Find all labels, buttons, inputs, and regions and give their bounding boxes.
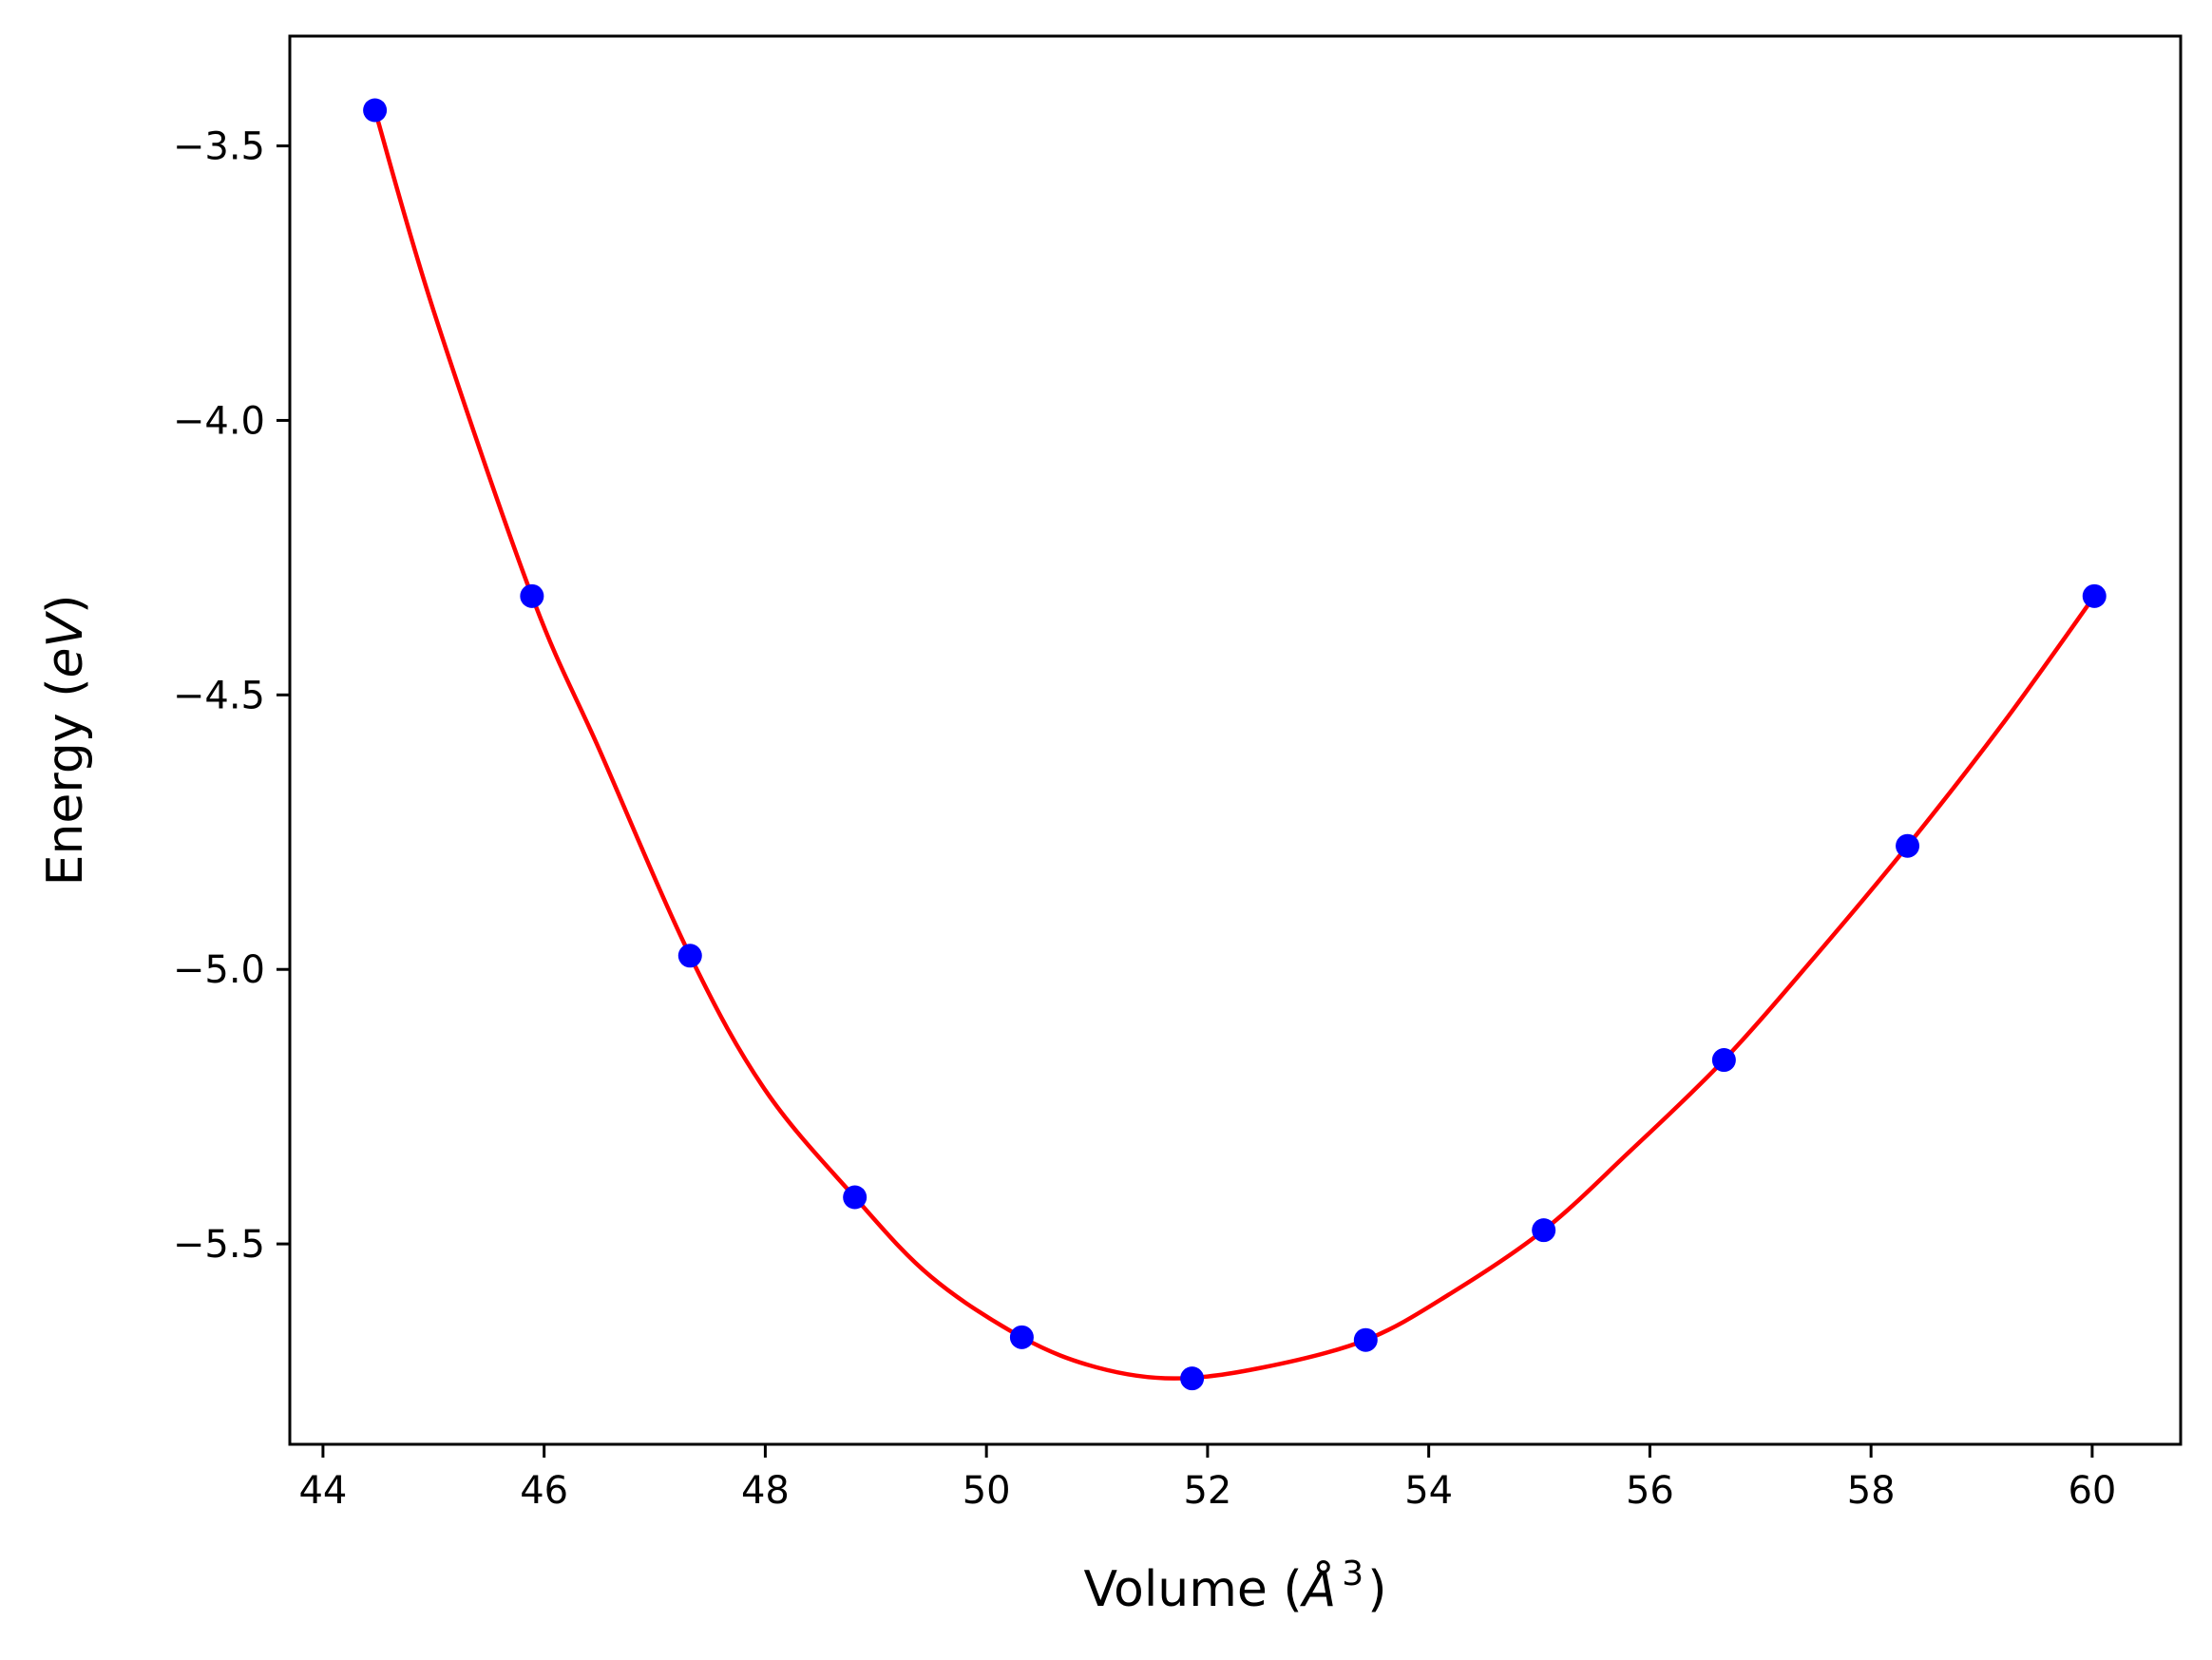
data-point <box>363 98 388 123</box>
x-tick-label: 46 <box>520 1469 568 1513</box>
fit-curve <box>372 109 2097 1381</box>
x-axis-ticks: 44 46 48 50 52 54 56 58 60 <box>298 1444 2116 1513</box>
y-axis-ticks: −3.5 −4.0 −4.5 −5.0 −5.5 <box>173 125 290 1267</box>
data-point <box>1711 1048 1736 1073</box>
x-tick-label: 50 <box>963 1469 1011 1513</box>
y-tick-label: −5.5 <box>173 1223 265 1267</box>
y-tick-label: −4.5 <box>173 674 265 717</box>
y-tick-label: −3.5 <box>173 125 265 169</box>
x-tick-label: 56 <box>1626 1469 1674 1513</box>
plot-area <box>363 98 2107 1391</box>
y-tick-label: −4.0 <box>173 399 265 443</box>
y-axis-label-text: Energy ( <box>37 678 94 887</box>
data-point <box>2082 583 2107 608</box>
x-axis-label-exponent: 3 <box>1342 1555 1363 1593</box>
x-tick-label: 60 <box>2068 1469 2116 1513</box>
x-axis-label-close: ) <box>1367 1561 1386 1618</box>
x-axis-label-text: Volume ( <box>1084 1561 1303 1618</box>
x-tick-label: 58 <box>1847 1469 1896 1513</box>
data-point <box>843 1185 868 1210</box>
axes-frame <box>288 34 2183 1446</box>
y-axis-label-close: ) <box>37 595 94 614</box>
y-tick-label: −5.0 <box>173 948 265 992</box>
y-axis-label: Energy (eV) <box>37 595 94 887</box>
data-point <box>1180 1366 1205 1391</box>
data-point <box>677 944 702 968</box>
x-tick-label: 54 <box>1404 1469 1453 1513</box>
data-point <box>520 583 544 608</box>
data-point <box>1009 1325 1034 1349</box>
x-tick-label: 52 <box>1183 1469 1231 1513</box>
x-tick-label: 44 <box>298 1469 347 1513</box>
x-axis-label-symbol: Å <box>1300 1559 1337 1618</box>
data-point <box>1896 833 1920 858</box>
y-axis-label-unit: eV <box>37 611 94 678</box>
x-tick-label: 48 <box>741 1469 790 1513</box>
x-axis-label: Volume (Å 3) <box>1084 1555 1387 1618</box>
data-point <box>1532 1218 1556 1243</box>
data-point <box>1353 1327 1378 1352</box>
